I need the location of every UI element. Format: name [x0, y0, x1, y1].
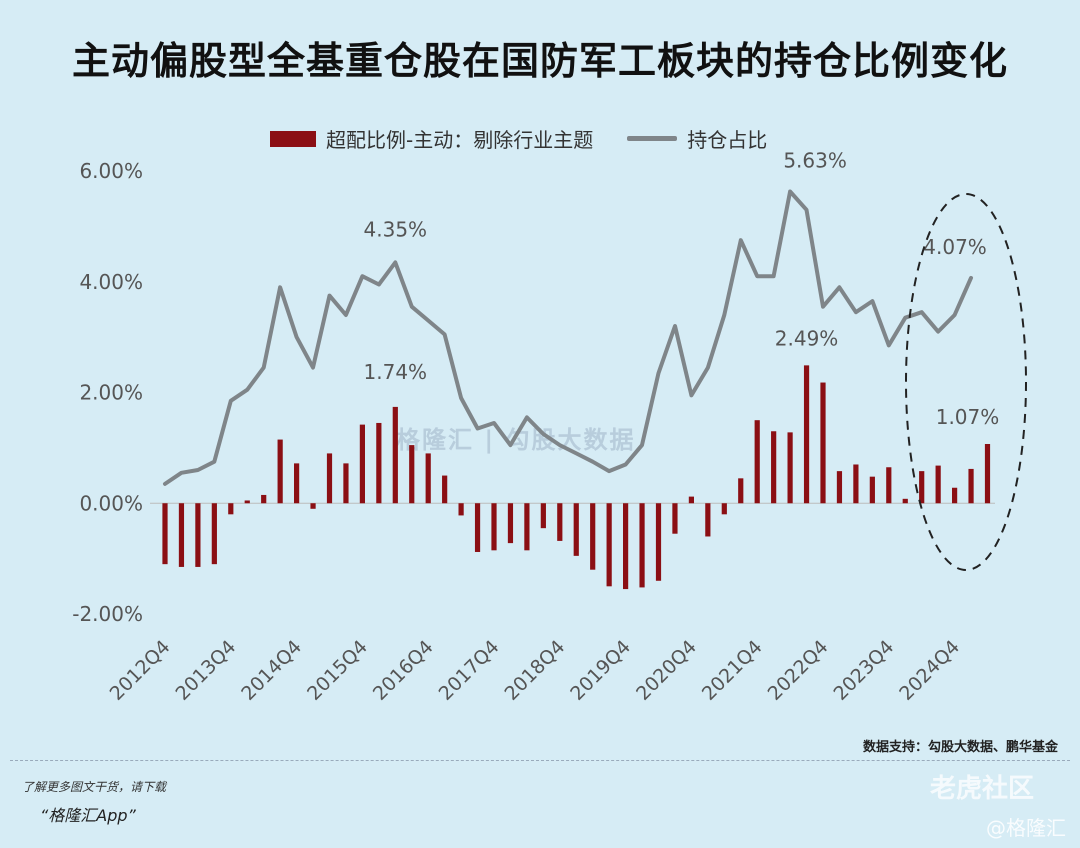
data-label: 2.49% [775, 326, 839, 350]
bar-q9 [310, 503, 316, 509]
data-label: 1.74% [364, 360, 428, 384]
data-label: 4.07% [923, 235, 987, 259]
x-tick-label: 2022Q4 [764, 636, 833, 705]
y-tick-label: 0.00% [79, 491, 143, 515]
bar-q33 [705, 503, 711, 537]
bar-q10 [326, 453, 333, 504]
x-tick-label: 2015Q4 [303, 636, 372, 705]
bar-q28 [623, 503, 629, 590]
x-tick-label: 2024Q4 [895, 636, 964, 705]
x-tick-label: 2012Q4 [106, 636, 175, 705]
legend-line-label: 持仓占比 [687, 128, 768, 152]
legend-bar-label: 超配比例-主动：剔除行业主题 [326, 128, 594, 152]
bar-q17 [442, 475, 448, 504]
legend: 超配比例-主动：剔除行业主题 持仓占比 [270, 124, 801, 153]
bar-q43 [869, 476, 875, 504]
bar-q18 [458, 503, 464, 516]
bar-q16 [425, 453, 431, 504]
bar-q0 [162, 503, 168, 565]
bar-q42 [853, 464, 859, 504]
bar-q2 [195, 503, 201, 567]
data-source-note: 数据支持：勾股大数据、鹏华基金 [862, 740, 1058, 755]
bar-q37 [771, 431, 777, 504]
x-tick-label: 2016Q4 [369, 636, 438, 705]
x-tick-label: 2014Q4 [237, 636, 306, 705]
bar-q4 [228, 503, 234, 515]
bar-q19 [474, 503, 481, 552]
bar-q50 [984, 443, 991, 504]
bar-q49 [968, 468, 974, 504]
chart-title: 主动偏股型全基重仓股在国防军工板块的持仓比例变化 [71, 39, 1008, 83]
y-tick-label: 4.00% [79, 270, 143, 294]
bar-q23 [540, 503, 546, 529]
holding-ratio-line [163, 189, 973, 486]
bar-q40 [820, 382, 826, 504]
bar-q32 [688, 496, 694, 504]
bar-q47 [935, 465, 941, 504]
x-tick-label: 2018Q4 [500, 636, 569, 705]
bar-q34 [721, 503, 727, 515]
bar-q15 [409, 445, 415, 504]
watermark-bottom-right-2: @格隆汇 [986, 816, 1066, 840]
y-tick-label: 2.00% [79, 381, 143, 405]
bar-q21 [507, 503, 514, 544]
bar-q41 [836, 471, 843, 504]
legend-item-bar: 超配比例-主动：剔除行业主题 [270, 124, 593, 153]
bar-q14 [392, 406, 398, 504]
x-tick-label: 2019Q4 [566, 636, 635, 705]
bar-q44 [886, 467, 892, 504]
legend-bar-swatch [270, 130, 316, 147]
promo-text: 了解更多图文干货，请下载 [22, 780, 167, 794]
bar-q20 [491, 503, 497, 551]
y-tick-label: 6.00% [79, 159, 143, 183]
bar-q22 [524, 503, 530, 551]
legend-item-line: 持仓占比 [627, 124, 767, 153]
bar-q8 [294, 463, 300, 504]
bar-q35 [738, 478, 744, 504]
x-tick-label: 2020Q4 [632, 636, 701, 705]
bar-q45 [902, 498, 908, 504]
bar-q12 [359, 424, 365, 504]
watermark-bottom-right-1: 老虎社区 [929, 774, 1034, 804]
bar-q3 [211, 503, 217, 565]
footer-divider [10, 760, 1070, 761]
bar-q36 [754, 420, 760, 504]
bar-q30 [655, 503, 662, 581]
bar-q6 [261, 494, 267, 504]
x-tick-label: 2013Q4 [171, 636, 240, 705]
bar-q25 [573, 503, 579, 556]
data-label: 1.07% [936, 405, 1000, 429]
data-label: 4.35% [364, 217, 428, 241]
bar-q38 [787, 432, 793, 504]
bar-q24 [557, 503, 563, 541]
bar-q13 [376, 422, 382, 504]
bar-q29 [639, 503, 645, 588]
bar-q1 [178, 503, 185, 567]
legend-line-swatch [627, 136, 678, 141]
bar-q31 [672, 503, 678, 534]
x-tick-label: 2023Q4 [829, 636, 898, 705]
app-name: “格隆汇App” [40, 806, 136, 825]
bar-q48 [952, 487, 958, 504]
bar-q11 [343, 463, 349, 504]
x-tick-label: 2017Q4 [435, 636, 504, 705]
bar-q39 [803, 365, 810, 504]
bar-q7 [277, 439, 283, 504]
bar-q27 [606, 503, 612, 587]
chart-canvas: 6.00%4.00%2.00%0.00%-2.00%2012Q42013Q420… [72, 148, 1027, 705]
bar-q5 [244, 500, 250, 504]
bar-q26 [590, 503, 596, 570]
x-tick-label: 2021Q4 [698, 636, 767, 705]
bar-q46 [919, 471, 925, 504]
data-label: 5.63% [783, 148, 847, 172]
highlight-ellipse [905, 193, 1027, 571]
y-tick-label: -2.00% [72, 602, 143, 626]
